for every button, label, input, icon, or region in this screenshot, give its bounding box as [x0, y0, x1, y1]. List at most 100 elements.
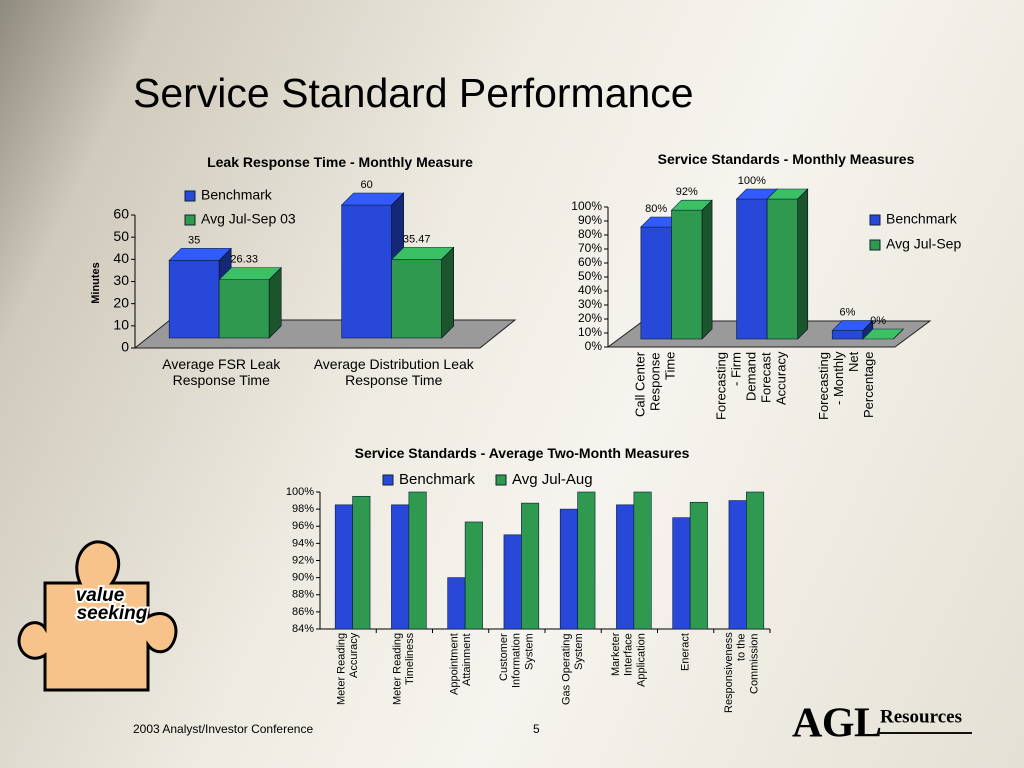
- y-axis-label: Minutes: [90, 262, 102, 304]
- chart-title: Service Standards - Monthly Measures: [657, 151, 915, 167]
- y-tick-label: 30: [113, 272, 129, 288]
- bar-front: [447, 577, 466, 630]
- value-label: 6%: [840, 307, 856, 319]
- legend-swatch: [382, 474, 394, 486]
- legend-swatch: [495, 474, 507, 486]
- bar-side: [701, 199, 713, 340]
- value-label: 60: [361, 179, 373, 191]
- value-label: 35.47: [403, 233, 431, 245]
- y-tick-label: 0: [121, 339, 129, 355]
- bar-front: [503, 534, 522, 630]
- footer: 2003 Analyst/Investor Conference: [133, 722, 314, 736]
- bar-front: [672, 517, 691, 630]
- x-tick-label: Forecasting - Firm Demand Forecast Accur…: [713, 352, 788, 420]
- value-label: 100%: [738, 175, 766, 187]
- bar-front: [168, 260, 220, 339]
- bar-side: [441, 246, 455, 339]
- x-tick-label: Eneract: [679, 633, 692, 671]
- bar-side: [797, 188, 809, 340]
- y-tick-label: 60%: [578, 255, 602, 269]
- bar: [352, 495, 371, 630]
- bar-front: [391, 504, 410, 630]
- y-tick-label: 70%: [578, 241, 602, 255]
- bar-front: [521, 502, 540, 630]
- y-tick-label: 40: [113, 250, 129, 266]
- bar: [831, 319, 874, 340]
- bar: [168, 247, 232, 339]
- y-tick-label: 86%: [292, 606, 314, 618]
- legend-swatch: [869, 239, 881, 251]
- bar-front: [640, 226, 672, 340]
- x-tick-label: Call Center Response Time: [632, 352, 678, 418]
- bar: [447, 577, 466, 630]
- bar-front: [408, 491, 427, 630]
- bar: [408, 491, 427, 630]
- legend-swatch: [184, 190, 196, 202]
- x-tick-label: Appointment Attainment: [447, 633, 473, 695]
- bar: [334, 504, 353, 630]
- x-tick-label: Marketer Interface Application: [610, 633, 648, 687]
- x-tick-label: Average FSR Leak Response Time: [162, 356, 281, 389]
- logo: AGL: [792, 701, 882, 747]
- x-tick-label: Gas Operating System: [560, 633, 586, 705]
- bar: [633, 491, 652, 630]
- y-tick-label: 92%: [292, 554, 314, 566]
- bar: [728, 500, 747, 630]
- value-label: 26.33: [230, 254, 258, 266]
- bar-front: [218, 279, 270, 339]
- bar-front: [464, 521, 483, 630]
- bar: [746, 491, 765, 630]
- y-tick-label: 50%: [578, 269, 602, 283]
- bar-front: [391, 259, 442, 339]
- slide-title: Service Standard Performance: [133, 70, 694, 116]
- y-tick-label: 20%: [578, 311, 602, 325]
- value-label: 0%: [870, 315, 886, 327]
- page-number: 5: [533, 722, 540, 736]
- bar: [390, 246, 455, 339]
- y-tick-label: 0%: [585, 339, 603, 353]
- legend-label: Avg Jul-Sep: [886, 236, 961, 252]
- chart-title: Leak Response Time - Monthly Measure: [207, 154, 473, 170]
- bar: [559, 508, 578, 630]
- value-label: 80%: [645, 203, 667, 215]
- bar-side: [893, 328, 904, 340]
- bar-front: [736, 198, 768, 340]
- bar: [689, 501, 708, 630]
- x-tick-label: Average Distribution Leak Response Time: [313, 356, 474, 389]
- bar-front: [746, 491, 765, 630]
- y-tick-label: 10: [113, 317, 129, 333]
- bar: [577, 491, 596, 630]
- legend-label: Avg Jul-Aug: [512, 471, 593, 488]
- y-tick-label: 100%: [571, 199, 602, 213]
- value-label: 35: [188, 234, 200, 246]
- y-tick-label: 96%: [292, 520, 314, 532]
- badge-text: value: [76, 585, 125, 606]
- bar: [464, 521, 483, 630]
- bar: [862, 328, 905, 340]
- bar: [766, 188, 809, 340]
- x-tick-label: Meter Reading Timeliness: [391, 633, 417, 706]
- logo-sub: Resources: [880, 706, 962, 727]
- bar-front: [559, 508, 578, 630]
- bar-front: [577, 491, 596, 630]
- bar: [672, 517, 691, 630]
- bar-front: [341, 204, 392, 339]
- chart-title: Service Standards - Average Two-Month Me…: [354, 445, 690, 461]
- bar: [503, 534, 522, 630]
- y-tick-label: 94%: [292, 537, 314, 549]
- y-tick-label: 10%: [578, 325, 602, 339]
- y-tick-label: 88%: [292, 589, 314, 601]
- legend-label: Benchmark: [201, 187, 273, 203]
- bar-front: [352, 495, 371, 630]
- y-tick-label: 30%: [578, 297, 602, 311]
- x-tick-label: Responsiveness to the Commission: [722, 632, 761, 713]
- x-tick-label: Meter Reading Accuracy: [335, 633, 361, 706]
- y-tick-label: 60: [113, 206, 129, 222]
- bar-front: [334, 504, 353, 630]
- y-tick-label: 80%: [578, 227, 602, 241]
- bar-front: [671, 209, 703, 340]
- y-tick-label: 20: [113, 294, 129, 310]
- bar: [670, 199, 713, 340]
